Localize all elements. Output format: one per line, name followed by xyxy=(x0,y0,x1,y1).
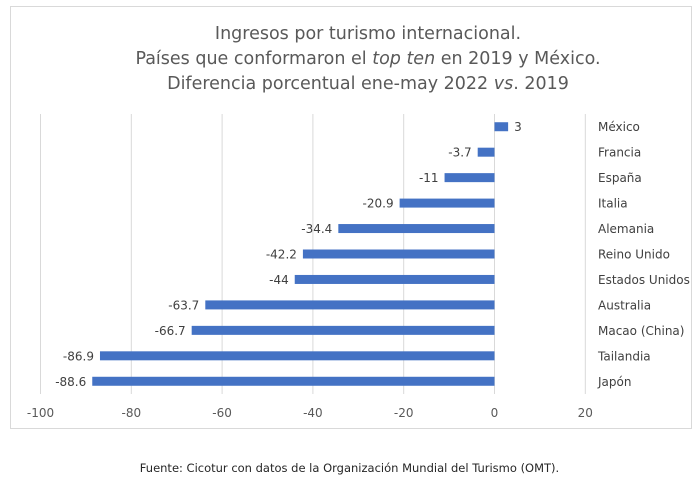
data-label: -88.6 xyxy=(55,375,86,389)
chart-title-line: Ingresos por turismo internacional. xyxy=(215,24,521,44)
x-tick-label: 20 xyxy=(578,406,593,420)
title-segment: top ten xyxy=(372,49,435,69)
bar xyxy=(494,122,509,132)
bars xyxy=(92,122,509,386)
category-label: Alemania xyxy=(598,222,654,236)
category-label: Francia xyxy=(598,146,641,160)
x-tick-label: -80 xyxy=(121,406,141,420)
category-label: España xyxy=(598,171,642,185)
bar xyxy=(302,249,495,259)
data-label: -11 xyxy=(419,171,439,185)
category-labels: México Francia España Italia Alemania Reino U… xyxy=(597,120,690,389)
x-axis-ticks: -100 -80 -60 -40 -20 0 20 xyxy=(27,406,593,420)
x-tick-label: -100 xyxy=(27,406,54,420)
bar xyxy=(92,376,495,386)
category-label: Reino Unido xyxy=(598,248,670,262)
x-tick-label: -40 xyxy=(303,406,323,420)
bar xyxy=(99,351,495,361)
chart-title-line: Países que conformaron el top ten en 201… xyxy=(135,49,600,69)
title-segment: Diferencia porcentual ene-may 2022 xyxy=(167,74,494,94)
bar xyxy=(294,274,495,284)
data-label: -34.4 xyxy=(301,222,332,236)
title-segment: Ingresos por turismo internacional. xyxy=(215,24,521,44)
data-label: -42.2 xyxy=(266,248,297,262)
x-tick-label: 0 xyxy=(491,406,499,420)
title-segment: Países que conformaron el xyxy=(135,49,372,69)
title-segment: vs xyxy=(494,74,513,94)
category-label: Tailandia xyxy=(597,349,651,363)
title-segment: en 2019 y México. xyxy=(435,49,600,69)
bar xyxy=(338,224,495,234)
bar xyxy=(444,173,495,183)
data-label: -66.7 xyxy=(155,324,186,338)
data-label: 3 xyxy=(514,120,522,134)
bar-chart: Ingresos por turismo internacional. Paíse… xyxy=(27,24,690,420)
data-labels: 3 -3.7 -11 -20.9 -34.4 -42.2 -44 -63.7 -66.7 -86.… xyxy=(55,120,522,389)
category-label: Macao (China) xyxy=(598,324,684,338)
bar xyxy=(205,300,495,310)
category-label: México xyxy=(598,120,640,134)
category-label: Estados Unidos xyxy=(598,273,690,287)
category-label: Australia xyxy=(598,298,651,312)
category-label: Japón xyxy=(597,375,631,389)
chart-title-line: Diferencia porcentual ene-may 2022 vs. 2… xyxy=(167,74,569,94)
data-label: -86.9 xyxy=(63,349,94,363)
x-tick-label: -60 xyxy=(212,406,232,420)
chart-title: Ingresos por turismo internacional. Paíse… xyxy=(135,24,600,94)
title-segment: . 2019 xyxy=(513,74,569,94)
data-label: -3.7 xyxy=(448,146,471,160)
data-label: -44 xyxy=(269,273,289,287)
data-label: -20.9 xyxy=(363,197,394,211)
bar xyxy=(191,325,495,335)
category-label: Italia xyxy=(598,197,628,211)
x-tick-label: -20 xyxy=(394,406,414,420)
source-note: Fuente: Cicotur con datos de la Organiza… xyxy=(139,461,560,475)
data-label: -63.7 xyxy=(168,298,199,312)
bar xyxy=(477,147,495,157)
bar xyxy=(399,198,495,208)
